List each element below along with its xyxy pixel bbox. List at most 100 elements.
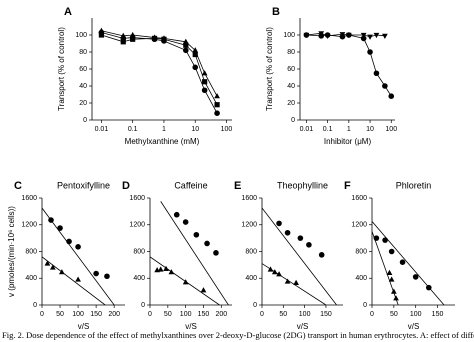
- panel-label: E: [234, 180, 241, 192]
- y-tick-label: 100: [283, 32, 295, 39]
- y-tick-label: 20: [79, 100, 87, 107]
- y-tick-label: 0: [141, 302, 145, 309]
- x-tick-label: 50: [56, 311, 64, 318]
- fit-line: [160, 201, 229, 305]
- fit-line: [42, 256, 106, 305]
- marker: [297, 235, 304, 241]
- curve: [306, 34, 392, 97]
- marker: [173, 211, 180, 218]
- fit-line: [262, 207, 337, 305]
- y-tick-label: 0: [291, 117, 295, 124]
- curve: [101, 34, 218, 105]
- panel: E Theophylline 0 400 800 1200 1600 0 50 100 150 v/S: [234, 180, 343, 331]
- x-tick-label: 100: [180, 311, 192, 318]
- x-axis-label: v/S: [185, 322, 197, 331]
- marker: [390, 288, 397, 294]
- panel: D Caffeine 0 400 800 1200 1600 0 50 100 150 200 v/S: [122, 180, 232, 331]
- x-tick-label: 0.01: [95, 126, 109, 133]
- marker: [276, 271, 282, 277]
- marker: [214, 102, 220, 108]
- panel: A 0 20 40 60 80 100 0.01 0.1 1 10 100 Methylxanthine…: [57, 6, 232, 146]
- marker: [204, 240, 210, 247]
- y-tick-label: 1600: [351, 195, 367, 202]
- x-tick-label: 10: [366, 126, 374, 133]
- marker: [120, 39, 126, 45]
- y-tick-label: 1200: [21, 222, 37, 229]
- marker: [183, 47, 189, 54]
- y-axis-label: Transport (% of control): [265, 27, 274, 111]
- marker: [201, 87, 208, 94]
- fit-line: [372, 221, 445, 305]
- marker: [57, 225, 63, 231]
- marker: [276, 220, 282, 227]
- x-tick-label: 150: [90, 311, 102, 318]
- marker: [339, 32, 346, 38]
- marker: [202, 79, 208, 85]
- y-tick-label: 0: [253, 302, 257, 309]
- marker: [75, 244, 81, 250]
- x-tick-label: 0: [370, 311, 374, 318]
- marker: [284, 278, 291, 284]
- y-tick-label: 1200: [129, 222, 145, 229]
- marker: [360, 32, 367, 39]
- y-tick-label: 400: [245, 275, 257, 282]
- x-axis-label: v/S: [408, 322, 420, 331]
- panel-title: Caffeine: [174, 180, 207, 190]
- marker: [49, 264, 56, 270]
- y-tick-label: 0: [33, 302, 37, 309]
- marker: [157, 266, 164, 272]
- marker: [75, 276, 81, 282]
- marker: [386, 269, 393, 275]
- panel-label: F: [344, 180, 351, 192]
- panel-title: Phloretin: [396, 180, 432, 190]
- marker: [373, 32, 380, 39]
- y-tick-label: 800: [133, 248, 145, 255]
- marker: [129, 31, 136, 38]
- y-tick-label: 40: [287, 83, 295, 90]
- marker: [306, 242, 312, 248]
- x-tick-label: 0: [148, 311, 152, 318]
- y-tick-label: 80: [287, 49, 295, 56]
- marker: [200, 287, 207, 293]
- marker: [192, 64, 199, 71]
- x-tick-label: 200: [215, 311, 227, 318]
- x-axis-label: Methylxanthine (mM): [125, 137, 200, 146]
- marker: [425, 284, 432, 291]
- x-axis-label: Inhibitor (μM): [324, 137, 372, 146]
- y-axis-label: v (pmoles/(min·10⁶ cells)): [7, 206, 16, 297]
- panel-title: Pentoxifylline: [57, 180, 110, 190]
- y-tick-label: 60: [79, 66, 87, 73]
- marker: [201, 70, 208, 76]
- x-tick-label: 50: [390, 311, 398, 318]
- marker: [163, 265, 169, 271]
- marker: [66, 238, 72, 245]
- marker: [192, 47, 199, 53]
- x-tick-label: 150: [320, 311, 332, 318]
- x-tick-label: 100: [385, 126, 397, 133]
- fit-line: [42, 207, 115, 305]
- marker: [267, 266, 274, 272]
- panel: F Phloretin 0 400 800 1200 1600 0 50 100 150 v/S: [344, 180, 455, 331]
- marker: [130, 36, 136, 42]
- panel: C Pentoxifylline 0 400 800 1200 1600 0 50 100 150 2…: [7, 180, 125, 331]
- x-tick-label: 100: [221, 126, 233, 133]
- marker: [303, 32, 310, 39]
- x-tick-label: 10: [191, 126, 199, 133]
- y-tick-label: 800: [25, 248, 37, 255]
- y-tick-label: 60: [287, 66, 295, 73]
- marker: [120, 32, 127, 38]
- marker: [193, 231, 200, 238]
- marker: [93, 270, 99, 277]
- marker: [388, 93, 395, 99]
- x-tick-label: 0.1: [128, 126, 138, 133]
- y-tick-label: 400: [133, 275, 145, 282]
- marker: [393, 295, 399, 301]
- marker: [373, 235, 380, 241]
- panel-label: D: [122, 180, 130, 192]
- x-tick-label: 150: [198, 311, 210, 318]
- marker: [214, 93, 220, 99]
- panel-title: Theophylline: [277, 180, 328, 190]
- y-tick-label: 80: [79, 49, 87, 56]
- marker: [399, 259, 406, 266]
- marker: [182, 279, 189, 285]
